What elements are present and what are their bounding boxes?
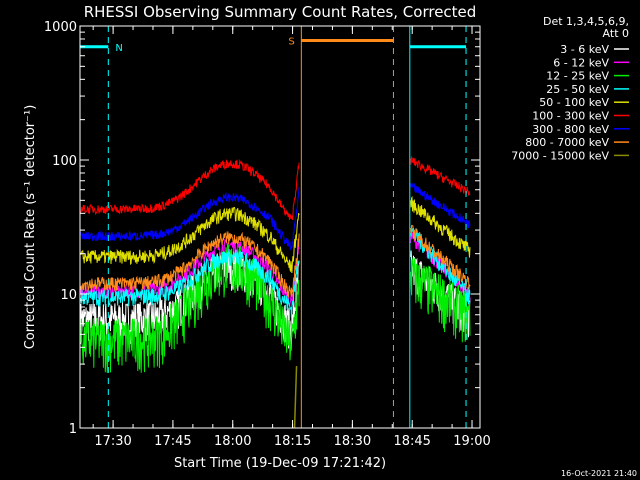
chart-title: RHESSI Observing Summary Count Rates, Co… xyxy=(84,3,477,21)
series-line-3-pre-gap xyxy=(80,248,300,318)
x-tick-label-5: 18:45 xyxy=(393,434,430,449)
y-tick-label-2: 100 xyxy=(52,154,77,169)
y-axis-label: Corrected Count Rate (s⁻¹ detector⁻¹) xyxy=(23,105,38,350)
legend-label-8: 7000 - 15000 keV xyxy=(511,149,609,162)
legend-header-0: Det 1,3,4,5,6,9, xyxy=(543,15,629,28)
legend-label-3: 25 - 50 keV xyxy=(546,83,609,96)
x-tick-label-3: 18:15 xyxy=(274,434,311,449)
legend-label-7: 800 - 7000 keV xyxy=(525,136,609,149)
legend-label-2: 12 - 25 keV xyxy=(546,70,609,83)
y-tick-label-0: 1 xyxy=(69,422,77,437)
plot-area: NS xyxy=(79,26,471,429)
x-tick-label-2: 18:00 xyxy=(214,434,251,449)
series-line-5-post-gap xyxy=(410,155,471,196)
series-line-3-post-gap xyxy=(410,228,471,305)
generation-timestamp: 16-Oct-2021 21:40 xyxy=(561,469,637,478)
legend-label-1: 6 - 12 keV xyxy=(553,56,609,69)
series-line-4-pre-gap xyxy=(79,206,300,274)
state-label-N: N xyxy=(115,43,122,54)
series-line-2-post-gap xyxy=(410,257,471,343)
x-tick-label-4: 18:30 xyxy=(334,434,371,449)
x-tick-label-1: 17:45 xyxy=(154,434,191,449)
legend-label-5: 100 - 300 keV xyxy=(532,110,609,123)
legend-label-6: 300 - 800 keV xyxy=(532,123,609,136)
y-tick-label-1: 10 xyxy=(60,288,77,303)
series-line-5-pre-gap xyxy=(80,158,300,221)
state-label-S: S xyxy=(288,36,294,47)
series-line-7-pre-gap xyxy=(79,231,300,298)
axes: 17:30 17:45 18:00 18:15 18:30 18:45 19:00 1 10 10… xyxy=(44,20,491,449)
series-line-6-pre-gap xyxy=(79,186,300,251)
series-line-8-spike xyxy=(293,366,298,429)
legend-header-1: Att 0 xyxy=(603,27,629,40)
legend-label-4: 50 - 100 keV xyxy=(539,96,609,109)
series-line-7-post-gap xyxy=(410,224,471,290)
x-axis-label: Start Time (19-Dec-09 17:21:42) xyxy=(174,456,386,471)
legend-label-0: 3 - 6 keV xyxy=(560,43,609,56)
y-tick-label-3: 1000 xyxy=(44,20,77,35)
series-line-6-post-gap xyxy=(410,182,471,228)
x-tick-label-6: 19:00 xyxy=(453,434,490,449)
x-tick-label-0: 17:30 xyxy=(94,434,131,449)
plot-frame xyxy=(79,25,481,429)
series-line-4-post-gap xyxy=(410,195,471,258)
